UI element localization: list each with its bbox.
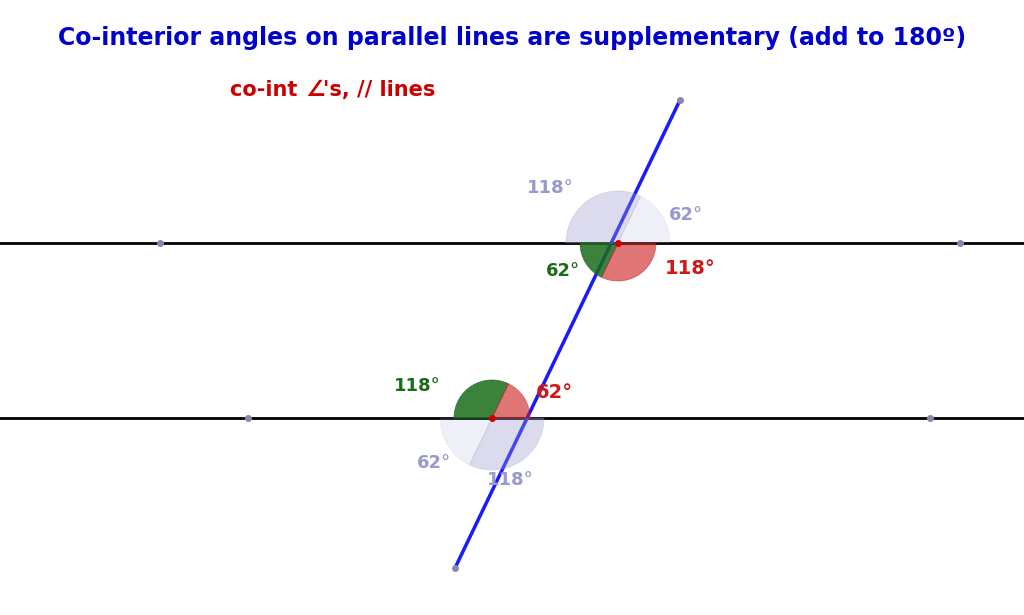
Text: 62°: 62° [536, 384, 572, 402]
Text: 118°: 118° [665, 258, 716, 277]
Wedge shape [440, 418, 492, 465]
Text: 118°: 118° [393, 377, 440, 395]
Text: 62°: 62° [417, 454, 451, 472]
Text: ∠: ∠ [305, 80, 325, 100]
Text: 118°: 118° [486, 471, 534, 489]
Text: 62°: 62° [669, 206, 703, 224]
Text: Co-interior angles on parallel lines are supplementary (add to 180º): Co-interior angles on parallel lines are… [58, 26, 966, 50]
Wedge shape [469, 418, 544, 470]
Text: 118°: 118° [526, 179, 573, 197]
Wedge shape [492, 384, 530, 418]
Text: 62°: 62° [546, 262, 580, 280]
Wedge shape [580, 243, 618, 277]
Wedge shape [601, 243, 656, 281]
Text: co-int: co-int [230, 80, 305, 100]
Wedge shape [454, 380, 509, 418]
Wedge shape [618, 196, 670, 243]
Text: 's, // lines: 's, // lines [323, 80, 435, 100]
Wedge shape [566, 191, 641, 243]
